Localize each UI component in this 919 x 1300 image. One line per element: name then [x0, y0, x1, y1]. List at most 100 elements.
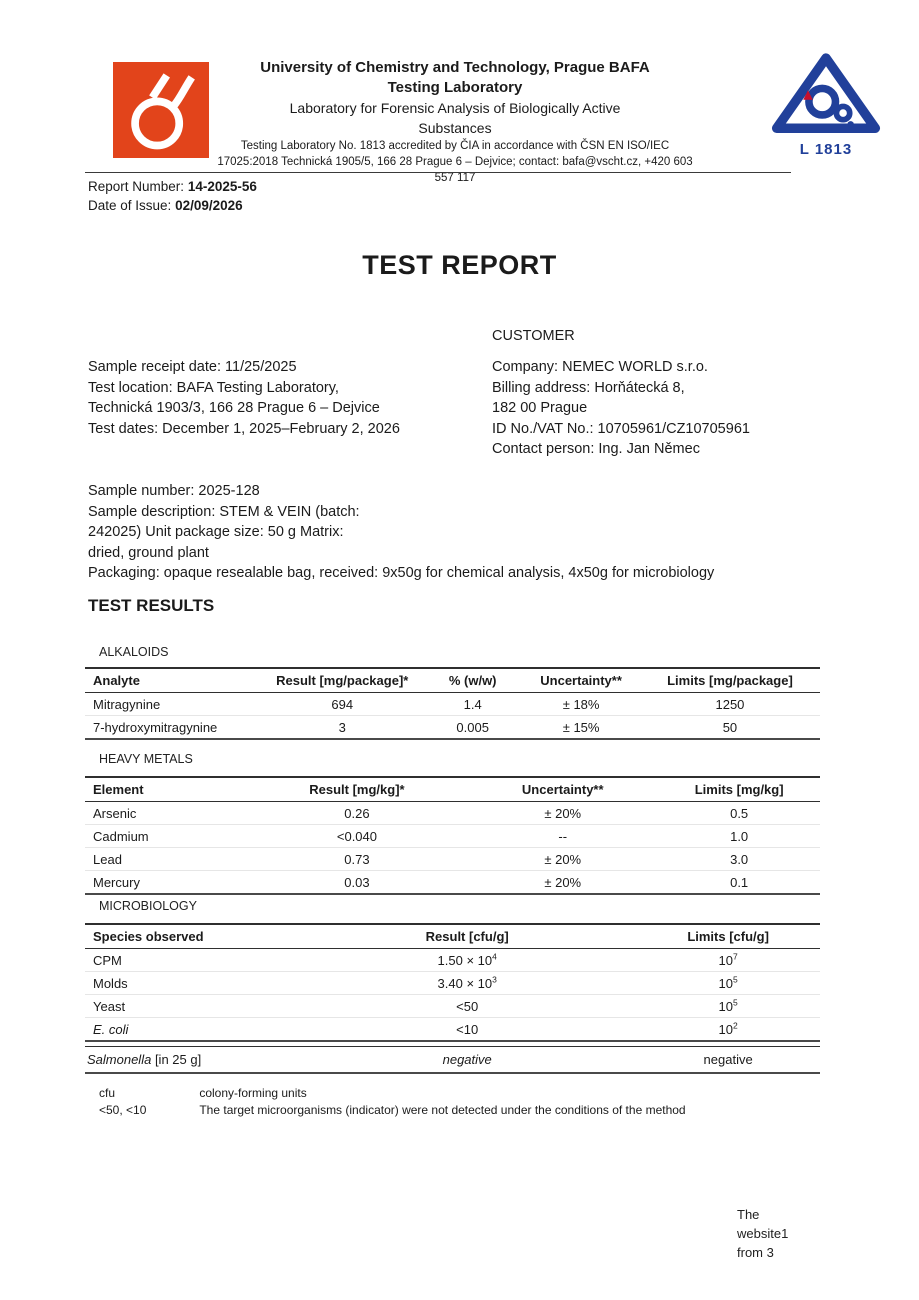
table-row: Cadmium <0.040 -- 1.0	[85, 824, 820, 848]
test-location-line2: Technická 1903/3, 166 28 Prague 6 – Dejv…	[88, 400, 380, 416]
result-cell: <10	[298, 1017, 637, 1042]
customer-company: Company: NEMEC WORLD s.r.o.	[492, 359, 708, 375]
limit-cell: 1.0	[658, 824, 820, 848]
table-row: Yeast <50 105	[85, 994, 820, 1018]
table-row: Arsenic 0.26 ± 20% 0.5	[85, 801, 820, 825]
limit-cell: 0.5	[658, 801, 820, 825]
table-row: Molds 3.40 × 103 105	[85, 971, 820, 995]
limit-exponent: 5	[732, 974, 738, 985]
org-name-line1: University of Chemistry and Technology, …	[260, 59, 650, 76]
result-exponent: 3	[492, 974, 497, 985]
limit-cell: 102	[636, 1017, 820, 1042]
org-name-line2: Testing Laboratory	[387, 79, 523, 96]
limit-value: 10	[718, 1021, 733, 1037]
page-footer: The website1 from 3	[737, 1205, 788, 1262]
result-cell: 0.73	[246, 847, 468, 871]
alkaloids-table: Analyte Result [mg/package]* % (w/w) Unc…	[85, 667, 820, 740]
limit-cell: 50	[639, 715, 820, 740]
species-cell: Salmonella [in 25 g]	[85, 1046, 299, 1074]
sample-info-block: Sample receipt date: 11/25/2025 Test loc…	[88, 357, 400, 439]
date-of-issue-line: Date of Issue: 02/09/2026	[88, 196, 257, 215]
microbiology-table: Species observed Result [cfu/g] Limits […	[85, 923, 820, 1042]
column-header: Result [mg/kg]*	[246, 776, 468, 802]
result-cell: <50	[298, 994, 637, 1018]
report-number-label: Report Number:	[88, 179, 185, 194]
table-row: 7-hydroxymitragynine 3 0.005 ± 15% 50	[85, 715, 820, 740]
species-cell: Yeast	[85, 994, 299, 1018]
accreditation-line3: 557 117	[434, 172, 476, 184]
table-row: Salmonella [in 25 g] negative negative	[85, 1046, 820, 1074]
customer-billing-address-line2: 182 00 Prague	[492, 400, 588, 416]
salmonella-table: Salmonella [in 25 g] negative negative	[85, 1046, 820, 1074]
cia-logo-label: L 1813	[799, 141, 853, 158]
test-location-line1: Test location: BAFA Testing Laboratory,	[88, 379, 339, 396]
result-cell: 3.40 × 103	[298, 971, 637, 995]
limit-cell: 105	[636, 971, 820, 995]
header-divider	[85, 172, 791, 173]
customer-heading: CUSTOMER	[492, 328, 575, 344]
sample-number: Sample number: 2025-128	[88, 483, 260, 499]
customer-contact-person: Contact person: Ing. Jan Němec	[492, 441, 700, 457]
result-value: 1.50 × 10	[437, 952, 493, 968]
limit-exponent: 5	[732, 997, 738, 1008]
microbiology-section-label: MICROBIOLOGY	[99, 899, 197, 913]
letterhead: University of Chemistry and Technology, …	[150, 58, 760, 186]
footnote-line: <50, <10 The target microorganisms (indi…	[99, 1102, 686, 1119]
result-value: 3.40 × 10	[437, 975, 493, 991]
footnote-term: <50, <10	[99, 1102, 147, 1117]
limit-value: 10	[718, 975, 733, 991]
limit-cell: 0.1	[658, 870, 820, 895]
result-cell: negative	[298, 1046, 637, 1074]
report-meta: Report Number: 14-2025-56 Date of Issue:…	[88, 177, 257, 215]
table-row: Lead 0.73 ± 20% 3.0	[85, 847, 820, 871]
percent-cell: 0.005	[423, 715, 523, 740]
result-cell: <0.040	[246, 824, 468, 848]
species-cell: Molds	[85, 971, 299, 995]
column-header: Uncertainty**	[467, 776, 659, 802]
uncertainty-cell: ± 18%	[522, 692, 640, 716]
footnote-definition: colony-forming units	[199, 1086, 307, 1100]
limit-cell: negative	[636, 1046, 820, 1074]
element-cell: Mercury	[85, 870, 247, 895]
limit-cell: 107	[636, 948, 820, 972]
result-cell: 694	[261, 692, 424, 716]
result-cell: 3	[261, 715, 424, 740]
column-header: Result [mg/package]*	[261, 667, 424, 693]
analyte-cell: 7-hydroxymitragynine	[85, 715, 262, 740]
limit-value: 10	[718, 998, 733, 1014]
species-name: Salmonella	[87, 1052, 152, 1067]
species-cell: E. coli	[85, 1017, 299, 1042]
date-of-issue-value: 02/09/2026	[175, 198, 243, 213]
column-header: Element	[85, 776, 247, 802]
footer-line: website1	[737, 1226, 789, 1241]
column-header: Limits [mg/kg]	[658, 776, 820, 802]
column-header: Limits [cfu/g]	[636, 923, 820, 949]
uct-prague-logo	[113, 62, 209, 158]
sample-description-line2: 242025) Unit package size: 50 g Matrix:	[88, 524, 344, 540]
result-cell: 0.26	[246, 801, 468, 825]
column-header: Species observed	[85, 923, 299, 949]
limit-cell: 3.0	[658, 847, 820, 871]
footer-line: The	[737, 1207, 760, 1222]
result-cell: 1.50 × 104	[298, 948, 637, 972]
sample-packaging: Packaging: opaque resealable bag, receiv…	[88, 565, 715, 581]
species-cell: CPM	[85, 948, 299, 972]
analyte-cell: Mitragynine	[85, 692, 262, 716]
limit-cell: 105	[636, 994, 820, 1018]
limit-cell: 1250	[639, 692, 820, 716]
heavy-metals-section-label: HEAVY METALS	[99, 752, 193, 766]
result-cell: 0.03	[246, 870, 468, 895]
sample-description-line1: Sample description: STEM & VEIN (batch:	[88, 503, 360, 520]
table-row: CPM 1.50 × 104 107	[85, 948, 820, 972]
test-results-heading: TEST RESULTS	[88, 596, 215, 615]
alkaloids-section-label: ALKALOIDS	[99, 645, 169, 659]
sample-details-block: Sample number: 2025-128 Sample descripti…	[88, 481, 848, 584]
footnote-line: cfu colony-forming units	[99, 1085, 686, 1102]
heavy-metals-table: Element Result [mg/kg]* Uncertainty** Li…	[85, 776, 820, 895]
uncertainty-cell: ± 15%	[522, 715, 640, 740]
column-header: Uncertainty**	[522, 667, 640, 693]
date-of-issue-label: Date of Issue:	[88, 198, 172, 213]
table-header-row: Species observed Result [cfu/g] Limits […	[85, 923, 820, 949]
result-exponent: 4	[492, 951, 497, 962]
